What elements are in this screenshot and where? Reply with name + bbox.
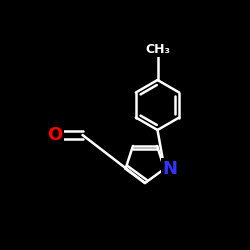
Text: N: N (162, 160, 178, 178)
Text: O: O (47, 126, 62, 144)
Text: CH₃: CH₃ (145, 43, 170, 56)
